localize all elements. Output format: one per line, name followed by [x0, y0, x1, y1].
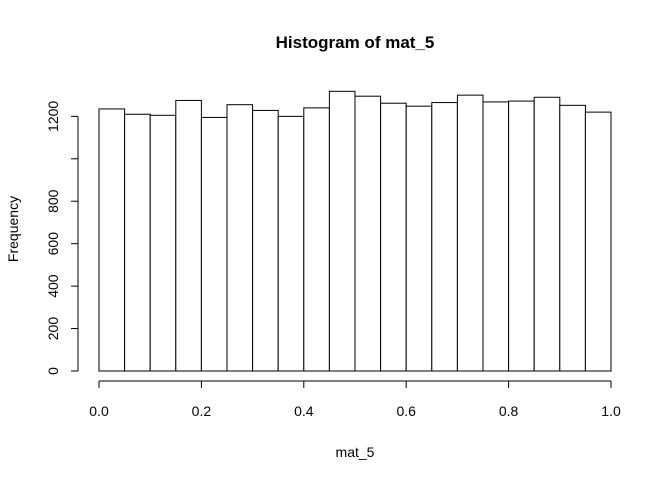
y-axis-label: Frequency [5, 196, 21, 262]
x-tick-label: 0.2 [192, 403, 212, 419]
histogram-bar [149, 114, 177, 372]
y-tick-label: 0 [45, 367, 61, 375]
x-axis: 0.0 0.2 0.4 0.6 0.8 1.0 [89, 380, 621, 419]
x-axis-label: mat_5 [336, 444, 375, 460]
histogram-bar [252, 109, 279, 372]
histogram-bar [98, 108, 126, 372]
y-tick-label: 400 [45, 274, 61, 298]
histogram-bar [482, 101, 510, 372]
histogram-bar [508, 100, 535, 372]
x-tick-label: 0.6 [396, 403, 416, 419]
histogram-bar [328, 90, 356, 372]
histogram-bar [354, 95, 382, 372]
histogram-bar [405, 105, 433, 372]
x-tick-label: 0.0 [89, 403, 109, 419]
histogram-bar [124, 113, 151, 372]
y-axis: 0 200 400 600 800 1200 [45, 101, 79, 375]
chart-title: Histogram of mat_5 [276, 33, 435, 52]
histogram-bar [584, 111, 612, 372]
histogram-bars [98, 90, 612, 372]
y-tick-label: 600 [45, 232, 61, 256]
histogram-bar [226, 104, 254, 372]
histogram-bar [175, 99, 202, 372]
x-tick-label: 0.4 [294, 403, 314, 419]
histogram-bar [200, 116, 228, 372]
histogram-bar [303, 107, 330, 372]
histogram-bar [277, 115, 305, 372]
x-tick-label: 0.8 [499, 403, 519, 419]
y-tick-label: 800 [45, 189, 61, 213]
histogram-bar [533, 96, 561, 372]
y-tick-label: 1200 [45, 101, 61, 132]
histogram-bar [559, 104, 586, 372]
histogram-bar [380, 102, 407, 372]
y-tick-label: 200 [45, 317, 61, 341]
histogram-bar [431, 102, 458, 372]
histogram-bar [456, 94, 484, 372]
x-tick-label: 1.0 [601, 403, 621, 419]
